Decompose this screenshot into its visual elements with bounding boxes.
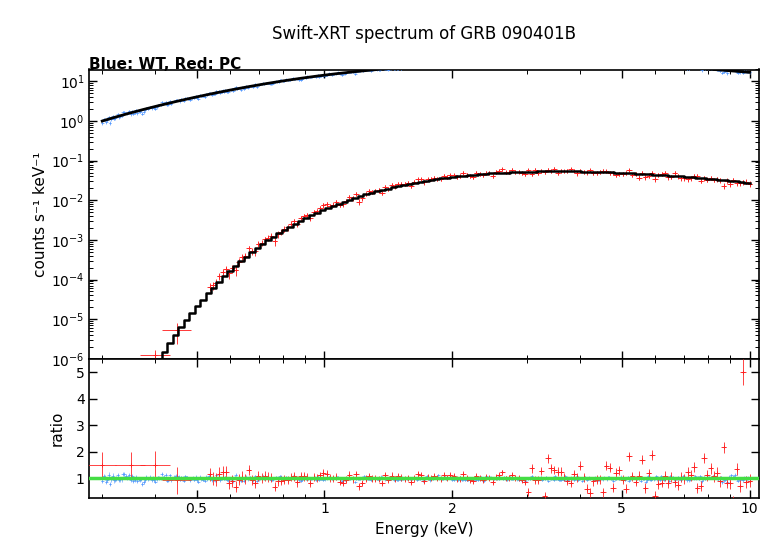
X-axis label: Energy (keV): Energy (keV): [375, 522, 473, 537]
Text: Swift-XRT spectrum of GRB 090401B: Swift-XRT spectrum of GRB 090401B: [272, 25, 576, 43]
Y-axis label: ratio: ratio: [50, 410, 65, 446]
Text: Blue: WT, Red: PC: Blue: WT, Red: PC: [89, 57, 242, 72]
Y-axis label: counts s⁻¹ keV⁻¹: counts s⁻¹ keV⁻¹: [33, 151, 48, 277]
